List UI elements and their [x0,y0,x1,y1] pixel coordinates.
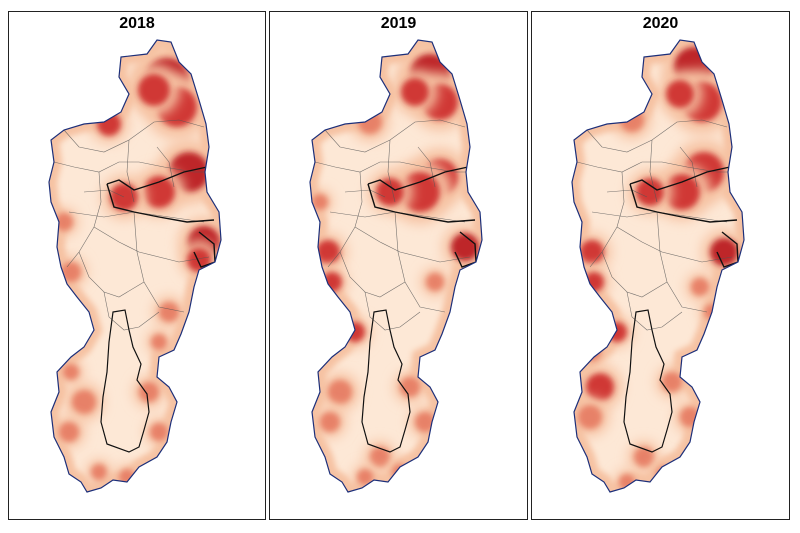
hotspot [620,108,644,132]
district-boundary [354,226,471,263]
hotspot [666,80,694,108]
district-boundary [93,226,210,263]
hotspot [578,405,602,429]
panel-title: 2018 [119,15,155,32]
hotspot [664,174,700,210]
hotspot [320,412,340,432]
district-boundary [387,139,396,203]
hotspot [143,176,175,208]
hotspot [55,213,73,231]
hotspot [607,322,627,342]
central-zone-boundary [623,309,673,453]
region-outline [309,39,483,493]
hotspot-halo [387,459,413,485]
hotspot [656,466,672,482]
hotspot [312,194,328,210]
zone-boundary [367,183,476,223]
hotspot [59,422,79,442]
hotspot [426,273,444,291]
hotspot [345,322,365,342]
hotspot [61,262,81,282]
hotspot [376,178,404,206]
hotspot [634,447,654,467]
district-boundary [156,146,175,188]
district-boundary [679,146,698,188]
hotspot [316,240,340,264]
hotspot-halo [651,461,677,487]
hotspot [63,364,79,380]
district-boundary [364,291,421,331]
hotspot [91,464,107,480]
panel-title: 2020 [642,15,679,32]
map-svg [309,39,483,493]
panel-title: 2019 [380,15,417,32]
map-panel-2020: 2020 [531,11,790,520]
map-svg [571,39,745,493]
hotspot [401,78,429,106]
central-zone-boundary [100,309,150,453]
hotspot [586,373,614,401]
district-boundary [103,291,160,331]
zone-boundary [367,166,469,191]
hotspot [691,278,709,296]
hotspot [710,238,738,266]
hotspot [415,412,435,432]
hotspot [662,372,682,392]
zone-boundary [106,166,208,191]
district-boundary [616,226,733,263]
hotspot [451,233,479,261]
region-outline [48,39,222,493]
density-layer [572,40,744,492]
hotspot [580,240,604,264]
hotspot [159,302,179,322]
district-boundary [649,139,658,203]
zone-boundary [106,183,215,223]
map-svg [48,39,222,493]
hotspot [400,377,420,397]
hotspot [636,178,664,206]
hotspot [97,112,121,136]
district-boundary [626,291,683,331]
zone-boundary [629,183,738,223]
central-zone-boundary [361,309,411,453]
hotspot [150,423,168,441]
hotspot [370,447,390,467]
district-boundary [417,146,436,188]
map-panel-2018: 2018 [8,11,266,520]
region-outline [571,39,745,493]
hotspot [139,382,159,402]
density-layer [49,40,221,492]
hotspot [138,74,170,106]
zone-boundary [629,166,731,191]
hotspot-halo [577,337,607,367]
hotspot [72,390,96,414]
hotspot [328,380,352,404]
district-boundary [126,139,135,203]
map-panel-2019: 2019 [269,11,528,520]
hotspot [151,334,167,350]
hotspot [357,469,373,485]
